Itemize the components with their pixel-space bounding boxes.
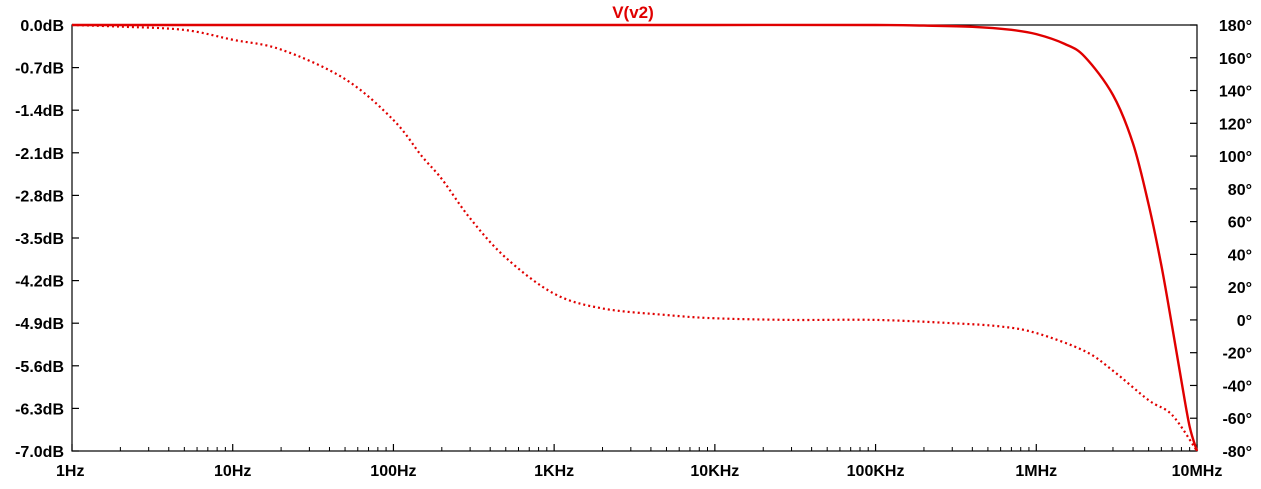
y-left-tick-label: -1.4dB bbox=[15, 103, 64, 120]
x-tick-label: 10KHz bbox=[690, 463, 739, 480]
x-tick-label: 10Hz bbox=[214, 463, 251, 480]
y-right-tick-label: 40° bbox=[1228, 247, 1252, 264]
y-right-tick-label: 20° bbox=[1228, 280, 1252, 297]
y-right-tick-label: 140° bbox=[1219, 84, 1252, 101]
chart-title: V(v2) bbox=[612, 3, 654, 22]
x-tick-label: 10MHz bbox=[1172, 463, 1223, 480]
x-tick-label: 100Hz bbox=[370, 463, 416, 480]
y-right-tick-label: -80° bbox=[1222, 444, 1252, 461]
y-right-tick-label: 80° bbox=[1228, 182, 1252, 199]
y-right-tick-label: -20° bbox=[1222, 346, 1252, 363]
axis-ticks: 1Hz 10Hz 100Hz 1KHz 10KHz 100KHz 1MHz 10MHz 0.0d… bbox=[15, 18, 1252, 480]
y-right-tick-label: -60° bbox=[1222, 411, 1252, 428]
magnitude-series-line bbox=[72, 23, 1199, 452]
y-right-tick-label: 120° bbox=[1219, 116, 1252, 133]
y-right-tick-label: 180° bbox=[1219, 18, 1252, 35]
y-right-tick-label: -40° bbox=[1222, 378, 1252, 395]
y-left-tick-label: -4.2dB bbox=[15, 274, 64, 291]
y-left-tick-label: -7.0dB bbox=[15, 444, 64, 461]
phase-series-line bbox=[71, 23, 1198, 452]
y-right-tick-label: 100° bbox=[1219, 149, 1252, 166]
x-tick-label: 1MHz bbox=[1015, 463, 1057, 480]
y-left-tick-label: 0.0dB bbox=[20, 18, 64, 35]
y-left-tick-label: -0.7dB bbox=[15, 61, 64, 78]
y-left-tick-label: -3.5dB bbox=[15, 231, 64, 248]
x-tick-label: 100KHz bbox=[847, 463, 905, 480]
y-left-tick-label: -6.3dB bbox=[15, 401, 64, 418]
y-right-tick-label: 60° bbox=[1228, 215, 1252, 232]
x-tick-label: 1Hz bbox=[56, 463, 84, 480]
y-left-tick-label: -2.1dB bbox=[15, 146, 64, 163]
x-tick-label: 1KHz bbox=[534, 463, 574, 480]
y-left-tick-label: -4.9dB bbox=[15, 316, 64, 333]
y-right-tick-label: 0° bbox=[1237, 313, 1252, 330]
plot-frame bbox=[71, 24, 1198, 452]
y-left-tick-label: -5.6dB bbox=[15, 359, 64, 376]
series-layer bbox=[71, 23, 1199, 452]
y-right-tick-label: 160° bbox=[1219, 51, 1252, 68]
y-left-tick-label: -2.8dB bbox=[15, 188, 64, 205]
